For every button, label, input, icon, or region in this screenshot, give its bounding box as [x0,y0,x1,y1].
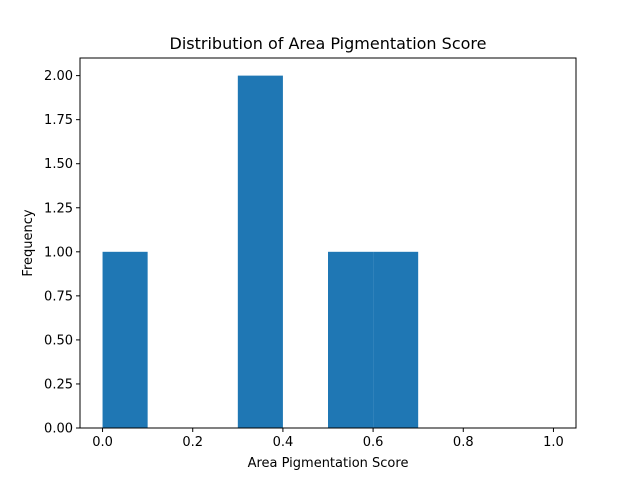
chart-title: Distribution of Area Pigmentation Score [170,34,487,53]
x-axis-ticks: 0.0 0.2 0.4 0.6 0.8 1.0 [92,428,564,450]
x-tick-label: 0.6 [363,435,384,450]
y-axis-ticks: 0.00 0.25 0.50 0.75 1.00 1.25 1.50 1.75 2.00 [44,69,80,437]
x-axis-label: Area Pigmentation Score [248,456,409,471]
y-axis-label: Frequency [21,209,36,276]
y-tick-label: 0.75 [44,289,73,304]
histogram-bar [102,251,148,428]
x-tick-label: 0.4 [273,435,294,450]
y-tick-label: 2.00 [44,69,73,84]
y-tick-label: 0.50 [44,333,73,348]
x-tick-label: 0.0 [92,435,113,450]
histogram-bar [328,251,374,428]
plot-area-frame [79,57,577,429]
x-tick-label: 1.0 [543,435,564,450]
x-tick-label: 0.2 [182,435,203,450]
histogram-bar [237,75,283,429]
y-tick-label: 1.25 [44,201,73,216]
y-tick-label: 0.00 [44,422,73,437]
y-tick-label: 1.75 [44,113,73,128]
x-tick-label: 0.8 [453,435,474,450]
bars-layer [102,75,419,429]
histogram-bar [373,251,419,428]
y-tick-label: 1.50 [44,157,73,172]
y-tick-label: 0.25 [44,377,73,392]
y-tick-label: 1.00 [44,245,73,260]
